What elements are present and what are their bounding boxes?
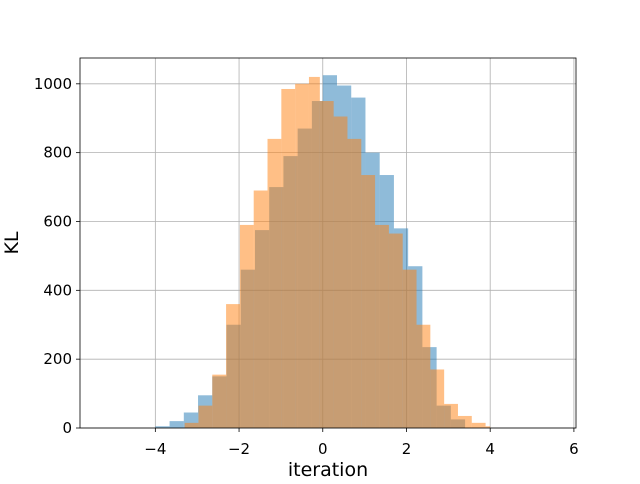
y-axis-ticks: 0 200 400 600 800 1000 <box>34 75 80 437</box>
histogram-bar <box>308 76 320 428</box>
y-tick-label: 200 <box>43 350 72 368</box>
histogram-bar <box>333 116 348 428</box>
x-axis-label: iteration <box>288 459 368 480</box>
histogram-bar <box>319 101 334 428</box>
histogram-bar <box>485 426 491 428</box>
histogram-bar <box>416 324 431 428</box>
x-axis-ticks: −4 −2 0 2 4 6 <box>144 428 579 458</box>
histogram-bars <box>155 75 491 429</box>
histogram-bar <box>281 88 296 428</box>
histogram-bar <box>471 422 486 428</box>
histogram-bar <box>430 369 445 428</box>
histogram-bar <box>347 138 362 428</box>
histogram-series-2 <box>184 76 491 428</box>
x-tick-label: 6 <box>569 440 579 458</box>
x-tick-label: 2 <box>402 440 412 458</box>
histogram-bar <box>184 422 199 428</box>
x-tick-label: −2 <box>228 440 250 458</box>
histogram-bar <box>212 374 227 428</box>
x-tick-label: 4 <box>485 440 495 458</box>
histogram-bar <box>402 269 417 428</box>
x-tick-label: 0 <box>318 440 328 458</box>
y-tick-label: 400 <box>43 281 72 299</box>
histogram-bar <box>295 83 309 428</box>
histogram-bar <box>198 405 213 428</box>
y-tick-label: 1000 <box>34 75 72 93</box>
histogram-bar <box>375 224 389 428</box>
histogram-bar <box>253 190 268 428</box>
y-tick-label: 600 <box>43 212 72 230</box>
x-tick-label: −4 <box>144 440 166 458</box>
histogram-bar <box>457 415 472 428</box>
plot-frame <box>79 57 577 429</box>
histogram-bar <box>169 421 184 428</box>
histogram-bar <box>361 175 376 428</box>
histogram-bar <box>239 224 254 428</box>
histogram-bar <box>155 426 170 428</box>
histogram-bar <box>226 304 240 428</box>
histogram-bar <box>267 138 282 428</box>
histogram-bar <box>444 403 458 428</box>
y-axis-label: KL <box>1 231 23 254</box>
y-tick-label: 800 <box>43 144 72 162</box>
y-tick-label: 0 <box>62 419 72 437</box>
histogram-bar <box>388 233 403 428</box>
